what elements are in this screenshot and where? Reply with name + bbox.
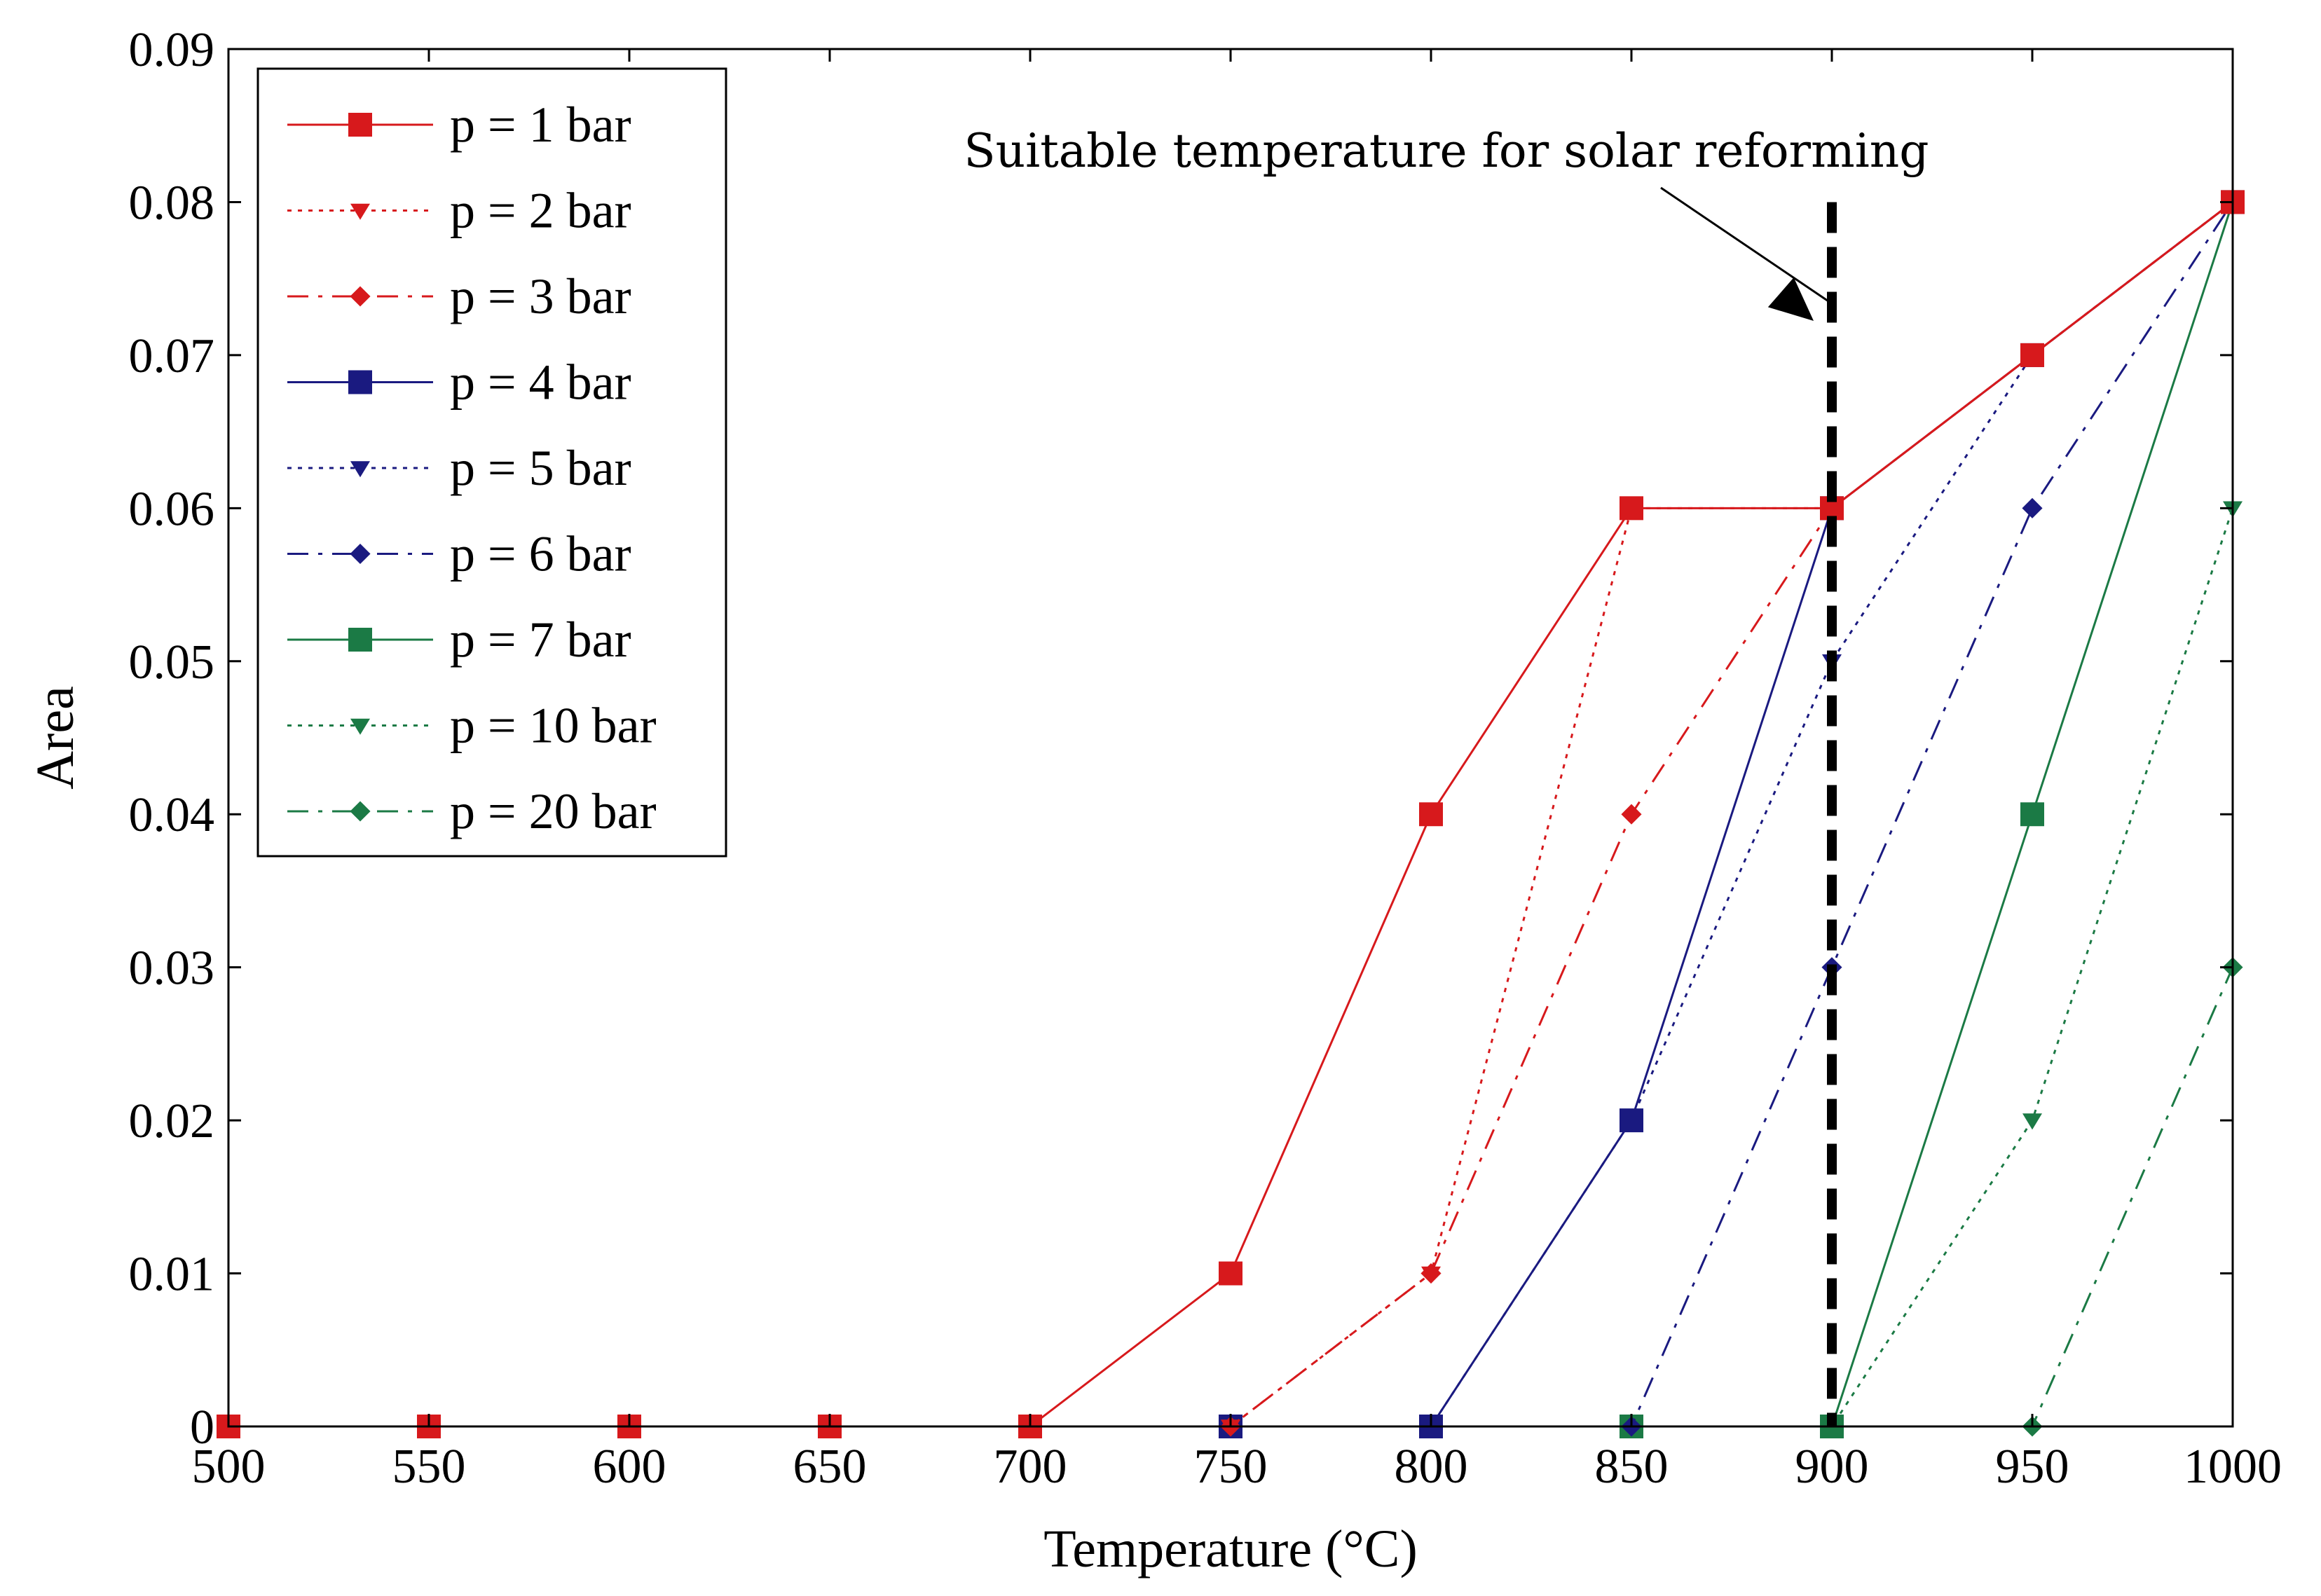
annotation-arrow-shaft <box>1660 186 1835 307</box>
legend-item: p = 7 bar <box>287 612 631 668</box>
legend-marker <box>350 718 370 735</box>
legend-marker <box>350 461 370 478</box>
data-point <box>1620 496 1643 521</box>
y-tick-label: 0.05 <box>129 635 215 689</box>
legend-label: p = 7 bar <box>450 612 631 668</box>
axes: 500 550 600 650 700 750 800 850 900 950 1000 0 0.01 0… <box>129 23 2282 1494</box>
x-tick-label: 950 <box>1996 1440 2069 1494</box>
y-tick-label: 0.09 <box>129 23 215 77</box>
data-point <box>1219 1261 1242 1286</box>
x-tick-label: 700 <box>994 1440 1067 1494</box>
legend-marker <box>350 543 371 565</box>
legend-marker <box>348 370 372 394</box>
legend-item: p = 10 bar <box>287 698 657 754</box>
legend-item: p = 1 bar <box>287 97 631 153</box>
annotation-text: Suitable temperature for solar reforming <box>964 124 1929 178</box>
data-point <box>2022 1113 2042 1130</box>
legend-marker <box>350 203 370 220</box>
x-tick-label: 900 <box>1795 1440 1869 1494</box>
legend-item: p = 6 bar <box>287 526 631 582</box>
data-point <box>2020 343 2044 367</box>
x-tick-label: 750 <box>1194 1440 1268 1494</box>
y-tick-label: 0.04 <box>129 788 215 842</box>
y-axis-title: Area <box>26 686 85 790</box>
y-tick-label: 0 <box>190 1401 214 1454</box>
x-tick-label: 1000 <box>2184 1440 2282 1494</box>
data-point <box>2022 497 2043 518</box>
x-axis-title: Temperature (°C) <box>1043 1520 1418 1578</box>
legend-item: p = 4 bar <box>287 355 631 411</box>
legend-item: p = 5 bar <box>287 440 631 496</box>
data-point <box>1621 804 1642 825</box>
legend-label: p = 2 bar <box>450 183 631 239</box>
legend-marker <box>350 801 371 822</box>
data-point <box>1421 1266 1441 1283</box>
legend-label: p = 20 bar <box>450 783 657 839</box>
legend-label: p = 10 bar <box>450 698 657 754</box>
annotation: Suitable temperature for solar reforming <box>964 124 1929 321</box>
x-tick-label: 650 <box>793 1440 867 1494</box>
y-tick-label: 0.06 <box>129 482 215 536</box>
data-point <box>1221 1419 1240 1436</box>
legend-box <box>256 67 727 858</box>
legend-label: p = 5 bar <box>450 440 631 496</box>
legend-item: p = 3 bar <box>287 268 631 324</box>
x-tick-label: 800 <box>1395 1440 1468 1494</box>
legend-label: p = 1 bar <box>450 97 631 153</box>
x-tick-label: 600 <box>593 1440 666 1494</box>
y-tick-label: 0.02 <box>129 1094 215 1148</box>
y-tick-label: 0.08 <box>129 176 215 230</box>
legend-marker <box>348 113 372 137</box>
legend-label: p = 3 bar <box>450 268 631 324</box>
legend-item: p = 20 bar <box>287 783 657 839</box>
x-tick-label: 850 <box>1595 1440 1669 1494</box>
legend: p = 1 bar p = 2 bar p = 3 bar p = 4 bar p = … <box>256 67 727 858</box>
data-point <box>1419 802 1443 827</box>
legend-label: p = 6 bar <box>450 526 631 582</box>
y-tick-label: 0.03 <box>129 942 215 996</box>
y-tick-label: 0.07 <box>129 329 215 383</box>
data-point <box>2020 802 2044 827</box>
y-tick-label: 0.01 <box>129 1248 215 1302</box>
x-tick-label: 500 <box>192 1440 266 1494</box>
annotation-arrow-head <box>1767 277 1814 321</box>
plot-marks <box>217 190 2245 1438</box>
legend-marker <box>350 286 371 307</box>
legend-item: p = 2 bar <box>287 183 631 239</box>
data-point <box>1620 1108 1643 1133</box>
legend-marker <box>348 628 372 652</box>
legend-label: p = 4 bar <box>450 355 631 411</box>
x-tick-label: 550 <box>392 1440 466 1494</box>
